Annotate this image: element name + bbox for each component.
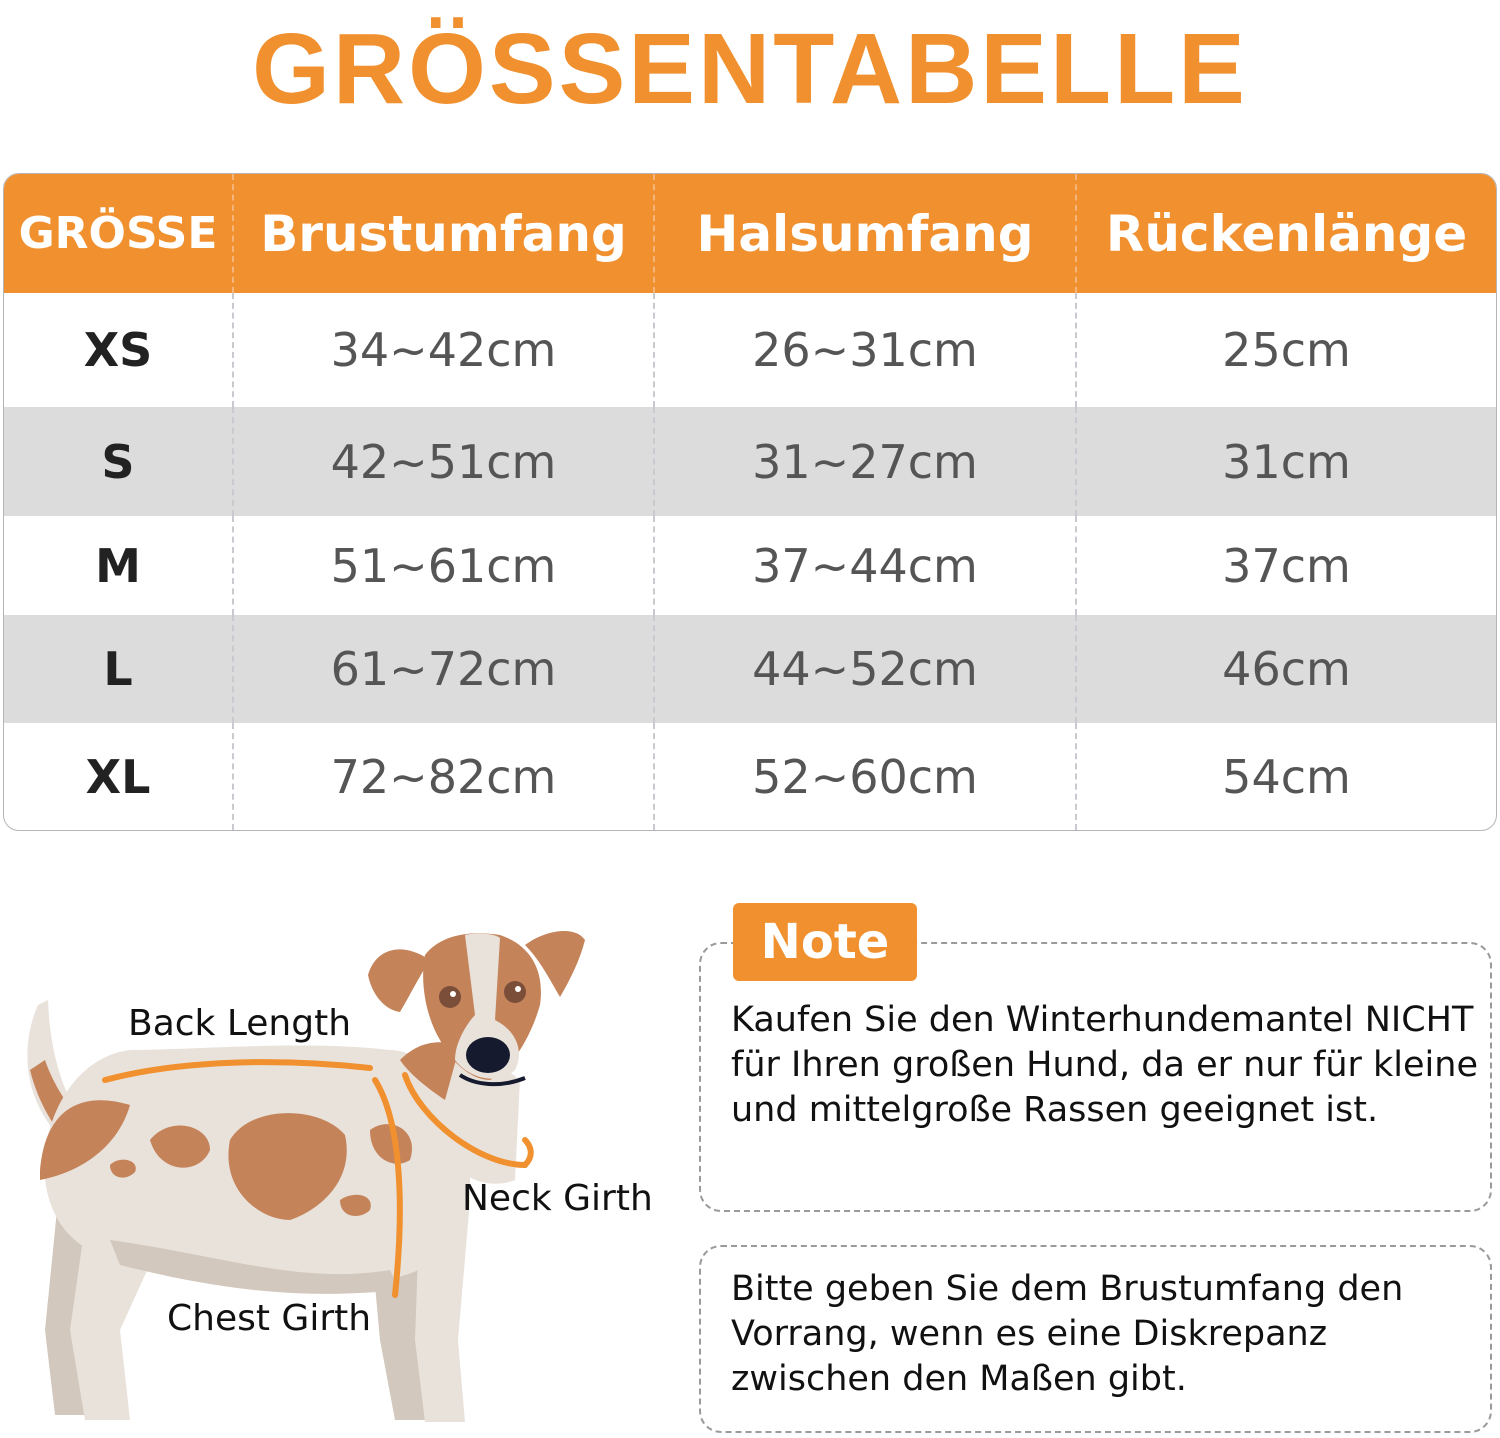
measure-cell: 37~44cm	[655, 516, 1077, 615]
measure-cell: 72~82cm	[234, 723, 655, 830]
measure-cell: 54cm	[1222, 749, 1351, 804]
size-cell: M	[4, 516, 234, 615]
note-box-2	[699, 1245, 1492, 1433]
measure-cell: 31cm	[1222, 434, 1351, 489]
table-row: XL 72~82cm 52~60cm 54cm	[4, 723, 1496, 830]
measure-cell: 31~27cm	[655, 407, 1077, 516]
measure-cell: 46cm	[1222, 642, 1351, 696]
size-cell: L	[4, 615, 234, 723]
size-cell: XL	[4, 723, 234, 830]
header-back: Rückenlänge	[1105, 204, 1468, 263]
note-text-1: Kaufen Sie den Winterhundemantel NICHT f…	[731, 1000, 1478, 1130]
table-row: XS 34~42cm 26~31cm 25cm	[4, 293, 1496, 407]
measure-cell: 44~52cm	[655, 615, 1077, 723]
header-chest: Brustumfang	[234, 174, 655, 293]
note-box-1	[699, 942, 1492, 1212]
table-row: L 61~72cm 44~52cm 46cm	[4, 615, 1496, 723]
measure-cell: 25cm	[1222, 323, 1351, 377]
back-length-label: Back Length	[128, 1003, 352, 1044]
table-row: S 42~51cm 31~27cm 31cm	[4, 407, 1496, 516]
header-neck: Halsumfang	[655, 174, 1077, 293]
measure-cell: 61~72cm	[234, 615, 655, 723]
measurement-lines	[102, 1059, 534, 1298]
measure-cell: 34~42cm	[234, 293, 655, 407]
size-cell: S	[4, 407, 234, 516]
dog-illustration	[27, 930, 585, 1422]
header-size: GRÖSSE	[4, 174, 234, 293]
page-title: GRÖSSENTABELLE	[252, 13, 1248, 125]
measure-cell: 52~60cm	[655, 723, 1077, 830]
measure-cell: 51~61cm	[234, 516, 655, 615]
size-cell: XS	[4, 293, 234, 407]
measure-cell: 37cm	[1222, 538, 1351, 593]
measure-cell: 42~51cm	[234, 407, 655, 516]
note-text-2: Bitte geben Sie dem Brustumfang den Vorr…	[731, 1269, 1404, 1399]
measure-cell: 26~31cm	[655, 293, 1077, 407]
table-header-row: GRÖSSE Brustumfang Halsumfang Rückenläng…	[4, 174, 1496, 293]
neck-girth-label: Neck Girth	[462, 1178, 653, 1219]
note-badge: Note	[733, 903, 917, 981]
dog-body	[27, 930, 585, 1422]
size-table: GRÖSSE Brustumfang Halsumfang Rückenläng…	[3, 173, 1497, 831]
table-row: M 51~61cm 37~44cm 37cm	[4, 516, 1496, 615]
chest-girth-label: Chest Girth	[167, 1298, 372, 1339]
